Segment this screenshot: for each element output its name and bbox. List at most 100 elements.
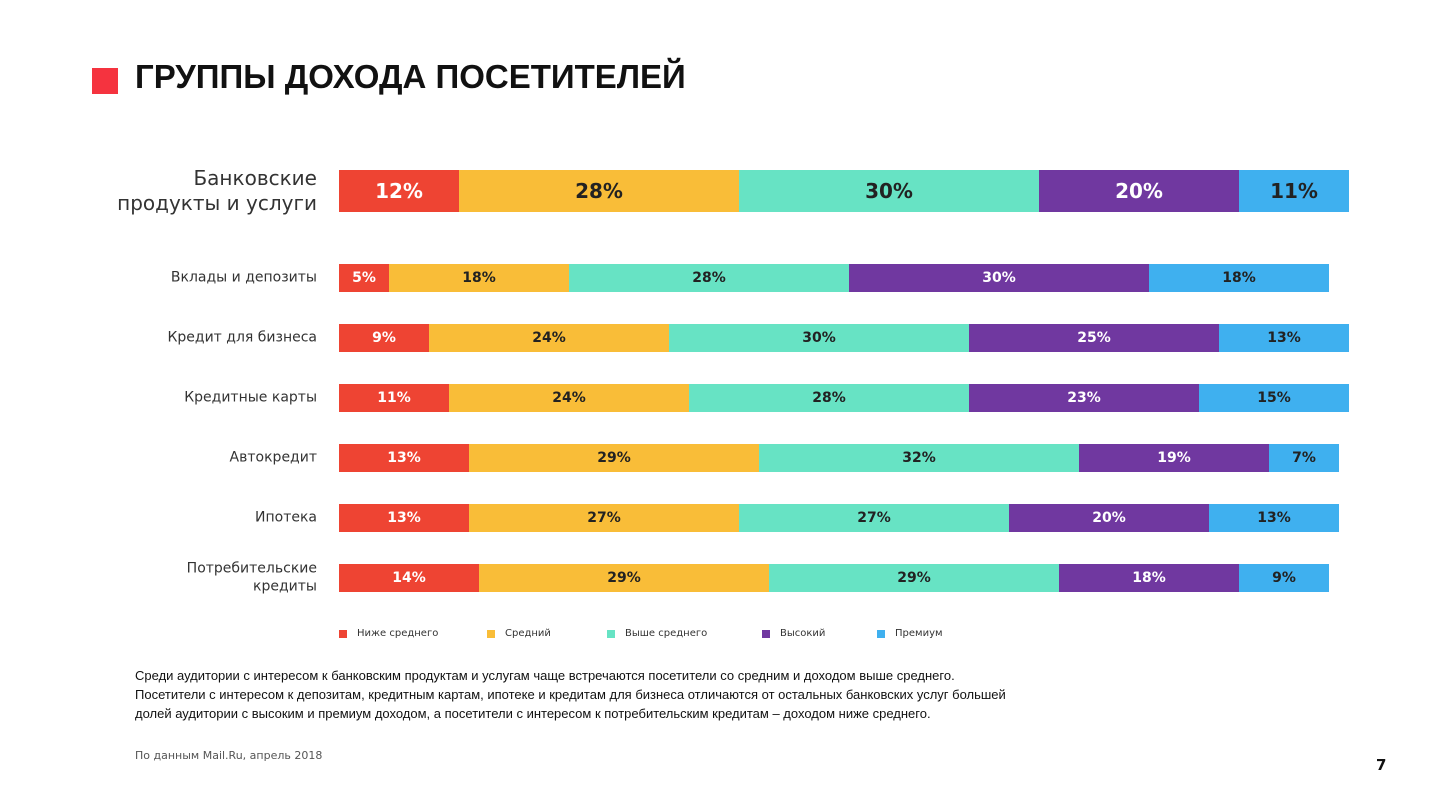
value-label: 29% <box>897 570 931 586</box>
bar-segment: 18% <box>389 264 569 292</box>
legend-item: Средний <box>487 628 551 639</box>
legend-item: Высокий <box>762 628 825 639</box>
value-label: 5% <box>352 270 376 286</box>
legend-label: Ниже среднего <box>357 628 439 639</box>
bar-segment: 27% <box>469 504 739 532</box>
legend-swatch <box>487 629 495 638</box>
category-label: Банковские продукты и услуги <box>117 166 317 215</box>
category-label: Вклады и депозиты <box>170 269 317 286</box>
category-label: Потребительские кредиты <box>186 560 317 595</box>
value-label: 30% <box>865 179 913 203</box>
bar-segment: 7% <box>1269 444 1339 472</box>
value-label: 12% <box>375 179 423 203</box>
legend-swatch <box>877 629 885 638</box>
caption-line: Среди аудитории с интересом к банковским… <box>135 668 955 683</box>
bar-segment: 28% <box>459 170 739 212</box>
value-label: 9% <box>372 330 396 346</box>
bar-segment: 5% <box>339 264 389 292</box>
value-label: 28% <box>812 390 846 406</box>
bar-segment: 15% <box>1199 384 1349 412</box>
bar-segment: 9% <box>339 324 429 352</box>
source: По данным Mail.Ru, апрель 2018 <box>135 749 323 762</box>
value-label: 18% <box>1132 570 1166 586</box>
value-label: 15% <box>1257 390 1291 406</box>
bar-segment: 24% <box>429 324 669 352</box>
bar-segment: 30% <box>739 170 1039 212</box>
bar-segment: 11% <box>1239 170 1349 212</box>
legend-item: Ниже среднего <box>339 628 438 639</box>
bar-segment: 20% <box>1039 170 1239 212</box>
category-label: Ипотека <box>255 509 317 526</box>
bar-segment: 18% <box>1149 264 1329 292</box>
caption: Среди аудитории с интересом к банковским… <box>135 666 1006 723</box>
bar-segment: 12% <box>339 170 459 212</box>
value-label: 9% <box>1272 570 1296 586</box>
bar-segment: 13% <box>1209 504 1339 532</box>
legend-label: Выше среднего <box>625 628 708 639</box>
chart-title: ГРУППЫ ДОХОДА ПОСЕТИТЕЛЕЙ <box>135 58 686 95</box>
bar-segment: 24% <box>449 384 689 412</box>
caption-line: Посетители с интересом к депозитам, кред… <box>135 687 1006 702</box>
value-label: 30% <box>802 330 836 346</box>
bar-segment: 32% <box>759 444 1079 472</box>
value-label: 27% <box>587 510 621 526</box>
bar-segment: 11% <box>339 384 449 412</box>
category-label: Кредит для бизнеса <box>167 329 317 346</box>
value-label: 28% <box>692 270 726 286</box>
value-label: 29% <box>607 570 641 586</box>
bar-segment: 20% <box>1009 504 1209 532</box>
bar-segment: 29% <box>469 444 759 472</box>
bar-segment: 19% <box>1079 444 1269 472</box>
category-label: Кредитные карты <box>184 389 317 406</box>
bar-segment: 13% <box>339 444 469 472</box>
bar-segment: 29% <box>479 564 769 592</box>
value-label: 28% <box>575 179 623 203</box>
bar-segment: 23% <box>969 384 1199 412</box>
bar-segment: 28% <box>569 264 849 292</box>
bar-segment: 13% <box>1219 324 1349 352</box>
bar-segment: 14% <box>339 564 479 592</box>
legend-swatch <box>762 629 770 638</box>
value-label: 32% <box>902 450 936 466</box>
bar-segment: 27% <box>739 504 1009 532</box>
bar-segment: 13% <box>339 504 469 532</box>
bar-segment: 30% <box>849 264 1149 292</box>
value-label: 13% <box>1267 330 1301 346</box>
page-number: 7 <box>1376 756 1387 774</box>
caption-line: долей аудитории с высоким и премиум дохо… <box>135 706 931 721</box>
value-label: 13% <box>1257 510 1291 526</box>
value-label: 30% <box>982 270 1016 286</box>
value-label: 27% <box>857 510 891 526</box>
legend-label: Высокий <box>780 628 826 639</box>
bar-segment: 29% <box>769 564 1059 592</box>
bar-segment: 9% <box>1239 564 1329 592</box>
value-label: 13% <box>387 510 421 526</box>
value-label: 20% <box>1092 510 1126 526</box>
legend-item: Выше среднего <box>607 628 707 639</box>
legend-swatch <box>607 629 615 638</box>
legend-label: Средний <box>505 628 551 639</box>
value-label: 19% <box>1157 450 1191 466</box>
value-label: 29% <box>597 450 631 466</box>
title-marker <box>92 68 118 94</box>
value-label: 11% <box>1270 179 1318 203</box>
bar-segment: 30% <box>669 324 969 352</box>
bar-segment: 18% <box>1059 564 1239 592</box>
value-label: 11% <box>377 390 411 406</box>
value-label: 18% <box>462 270 496 286</box>
bar-segment: 28% <box>689 384 969 412</box>
bar-segment: 25% <box>969 324 1219 352</box>
category-label: Автокредит <box>229 449 317 466</box>
value-label: 18% <box>1222 270 1256 286</box>
legend-label: Премиум <box>895 628 943 639</box>
legend-swatch <box>339 629 347 638</box>
value-label: 13% <box>387 450 421 466</box>
value-label: 25% <box>1077 330 1111 346</box>
value-label: 14% <box>392 570 426 586</box>
value-label: 24% <box>532 330 566 346</box>
value-label: 24% <box>552 390 586 406</box>
value-label: 20% <box>1115 179 1163 203</box>
legend-item: Премиум <box>877 628 943 639</box>
value-label: 7% <box>1292 450 1316 466</box>
